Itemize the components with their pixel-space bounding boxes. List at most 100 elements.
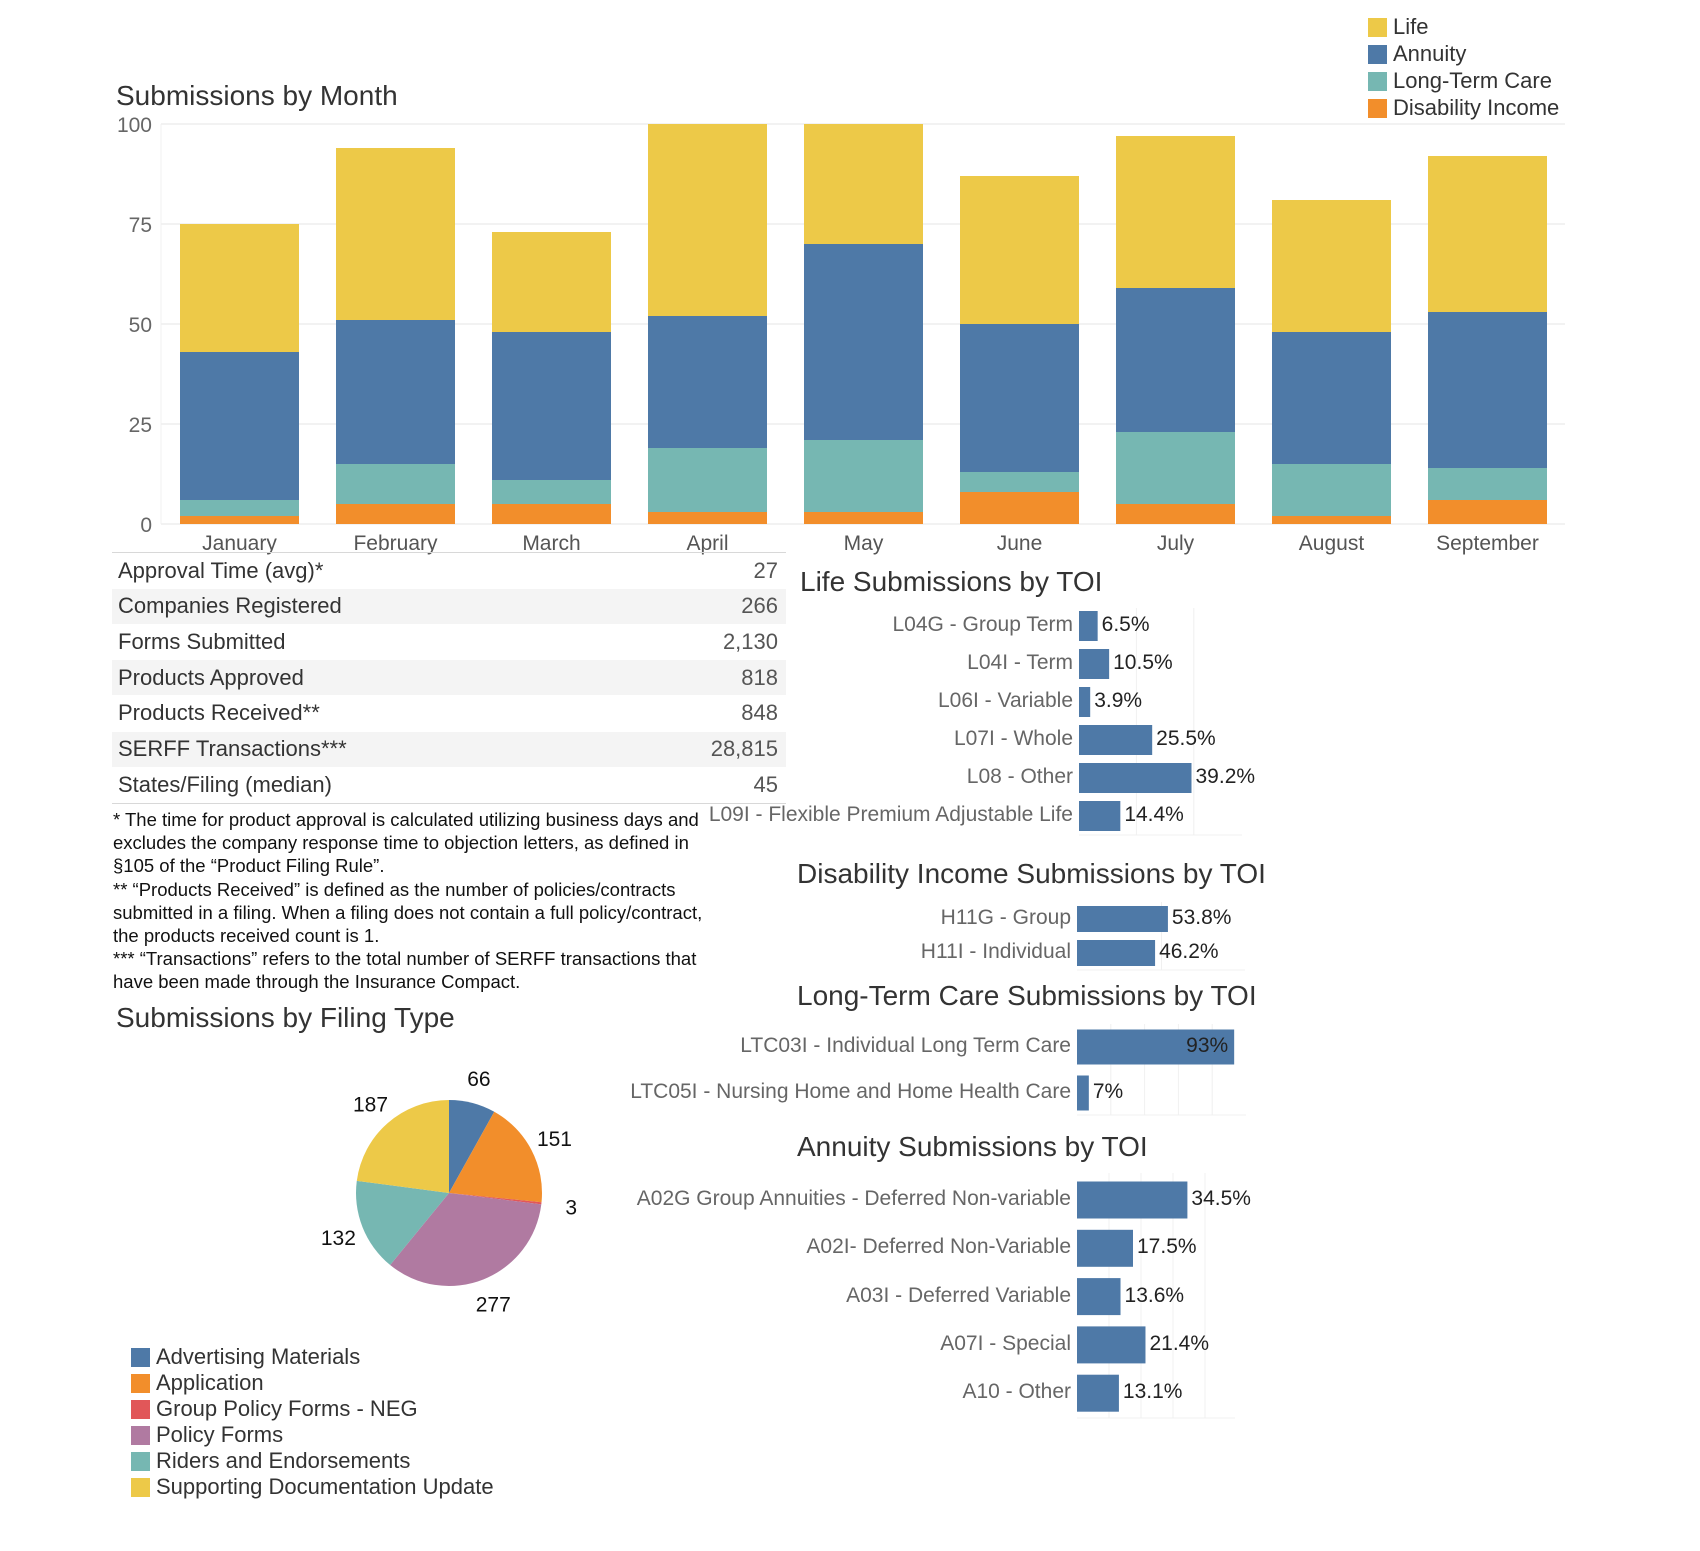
bar-segment-life bbox=[1272, 200, 1391, 332]
bar-segment-long-term-care bbox=[180, 500, 299, 516]
legend-label: Advertising Materials bbox=[156, 1344, 361, 1369]
legend-label: Policy Forms bbox=[156, 1422, 284, 1447]
legend-label: Application bbox=[156, 1370, 264, 1395]
x-tick-label: April bbox=[686, 532, 728, 555]
x-tick-label: September bbox=[1436, 532, 1539, 555]
toi-chart-2 bbox=[1077, 902, 1245, 971]
pie-legend-item: Group Policy Forms - NEG bbox=[131, 1396, 418, 1422]
bar-segment-annuity bbox=[1428, 312, 1547, 468]
bar-segment-long-term-care bbox=[648, 448, 767, 512]
toi-value-label: 46.2% bbox=[1159, 940, 1219, 963]
legend-item-1: Annuity bbox=[1368, 41, 1466, 67]
toi-category-label: A02G Group Annuities - Deferred Non-vari… bbox=[636, 1187, 1071, 1210]
y-tick-label: 100 bbox=[117, 114, 152, 137]
pie-legend-item: Application bbox=[131, 1370, 264, 1396]
bar-segment-life bbox=[648, 124, 767, 316]
toi-category-label: A10 - Other bbox=[962, 1380, 1071, 1404]
bar-segment-disability-income bbox=[960, 492, 1079, 524]
pie-slice bbox=[449, 1111, 542, 1203]
toi-value-label: 39.2% bbox=[1195, 765, 1256, 788]
toi-category-label: H11G - Group bbox=[940, 906, 1071, 929]
kpi-row: SERFF Transactions*** 28,815 bbox=[112, 731, 786, 767]
pie-slice bbox=[449, 1193, 542, 1205]
toi-chart-4 bbox=[1077, 1173, 1235, 1419]
pie-value-label: 187 bbox=[353, 1094, 388, 1117]
legend-swatch bbox=[131, 1373, 150, 1393]
toi-bar bbox=[1077, 940, 1156, 966]
toi-value-label: 3.9% bbox=[1094, 689, 1143, 712]
toi-chart-title: Life Submissions by TOI bbox=[800, 566, 1103, 597]
bar-segment-disability-income bbox=[1428, 500, 1547, 524]
kpi-label: Approval Time (avg)* bbox=[118, 557, 324, 583]
x-tick-label: July bbox=[1157, 532, 1195, 555]
bar-segment-annuity bbox=[180, 352, 299, 500]
bar-segment-annuity bbox=[336, 320, 455, 464]
toi-chart-title: Annuity Submissions by TOI bbox=[797, 1131, 1148, 1162]
pie-value-label: 66 bbox=[467, 1068, 490, 1091]
toi-bar bbox=[1077, 906, 1168, 932]
bar-segment-long-term-care bbox=[1272, 464, 1391, 516]
legend-swatch bbox=[131, 1399, 150, 1419]
legend-swatch bbox=[1368, 17, 1387, 37]
bar-segment-life bbox=[1116, 136, 1235, 288]
legend-label: Long-Term Care bbox=[1393, 68, 1552, 93]
kpi-value: 28,815 bbox=[710, 736, 778, 761]
toi-value-label: 25.5% bbox=[1156, 727, 1216, 750]
legend-item-0: Life bbox=[1368, 14, 1428, 40]
pie-legend-item: Advertising Materials bbox=[131, 1344, 360, 1370]
toi-bar bbox=[1077, 1278, 1121, 1316]
toi-bar bbox=[1077, 1374, 1119, 1412]
x-tick-label: August bbox=[1299, 532, 1365, 555]
toi-value-label: 14.4% bbox=[1124, 803, 1184, 826]
footnote-line: * The time for product approval is calcu… bbox=[113, 809, 699, 830]
toi-value-label: 53.8% bbox=[1171, 906, 1232, 929]
pie-slice bbox=[390, 1193, 542, 1286]
toi-category-label: A03I - Deferred Variable bbox=[846, 1283, 1071, 1307]
y-tick-label: 0 bbox=[140, 514, 152, 537]
kpi-value: 266 bbox=[741, 593, 778, 619]
footnote-line: excludes the company response time to ob… bbox=[113, 832, 689, 854]
monthly-bar-chart: 100 75 50 25 0 January February March April May Ju… bbox=[117, 114, 1565, 555]
footnote-line: *** “Transactions” refers to the total n… bbox=[113, 948, 697, 970]
toi-bar bbox=[1079, 649, 1110, 679]
pie-value-label: 3 bbox=[565, 1196, 577, 1219]
pie-value-label: 151 bbox=[537, 1128, 572, 1151]
y-tick-label: 50 bbox=[129, 314, 152, 337]
divider bbox=[112, 803, 786, 804]
toi-category-label: LTC03I - Individual Long Term Care bbox=[740, 1034, 1071, 1057]
toi-category-label: H11I - Individual bbox=[920, 940, 1071, 963]
toi-value-label: 7% bbox=[1092, 1080, 1124, 1103]
toi-category-label: L04G - Group Term bbox=[892, 613, 1073, 636]
toi-value-label: 10.5% bbox=[1113, 651, 1173, 674]
y-tick-label: 25 bbox=[129, 414, 152, 437]
kpi-row: Approval Time (avg)* 27 bbox=[112, 553, 786, 588]
pie-value-label: 277 bbox=[476, 1293, 511, 1316]
toi-chart-3 bbox=[1077, 1024, 1246, 1116]
x-tick-label: March bbox=[522, 532, 580, 555]
toi-bar bbox=[1079, 687, 1091, 717]
bar-segment-annuity bbox=[492, 332, 611, 480]
bar-segment-disability-income bbox=[1272, 516, 1391, 524]
kpi-value: 45 bbox=[753, 771, 778, 797]
toi-bar bbox=[1077, 1229, 1133, 1267]
bar-segment-life bbox=[1428, 156, 1547, 312]
bar-segment-annuity bbox=[804, 244, 923, 440]
toi-category-label: L08 - Other bbox=[966, 765, 1073, 788]
kpi-value: 2,130 bbox=[722, 628, 778, 654]
pie-value-label: 132 bbox=[321, 1227, 356, 1250]
kpi-label: States/Filing (median) bbox=[118, 771, 332, 797]
kpi-label: Products Received** bbox=[118, 700, 320, 726]
kpi-label: SERFF Transactions*** bbox=[118, 736, 347, 761]
footnote-line: the products received count is 1. bbox=[113, 925, 380, 946]
toi-bar bbox=[1079, 763, 1192, 793]
toi-value-label: 21.4% bbox=[1149, 1331, 1210, 1355]
pie-legend-item: Riders and Endorsements bbox=[131, 1448, 410, 1474]
legend-label: Disability Income bbox=[1393, 95, 1560, 120]
bar-segment-annuity bbox=[1272, 332, 1391, 464]
bar-segment-disability-income bbox=[492, 504, 611, 524]
bar-segment-long-term-care bbox=[492, 480, 611, 504]
bar-segment-life bbox=[804, 124, 923, 244]
toi-bar bbox=[1079, 801, 1121, 831]
divider bbox=[112, 552, 786, 553]
toi-bar bbox=[1079, 725, 1153, 755]
